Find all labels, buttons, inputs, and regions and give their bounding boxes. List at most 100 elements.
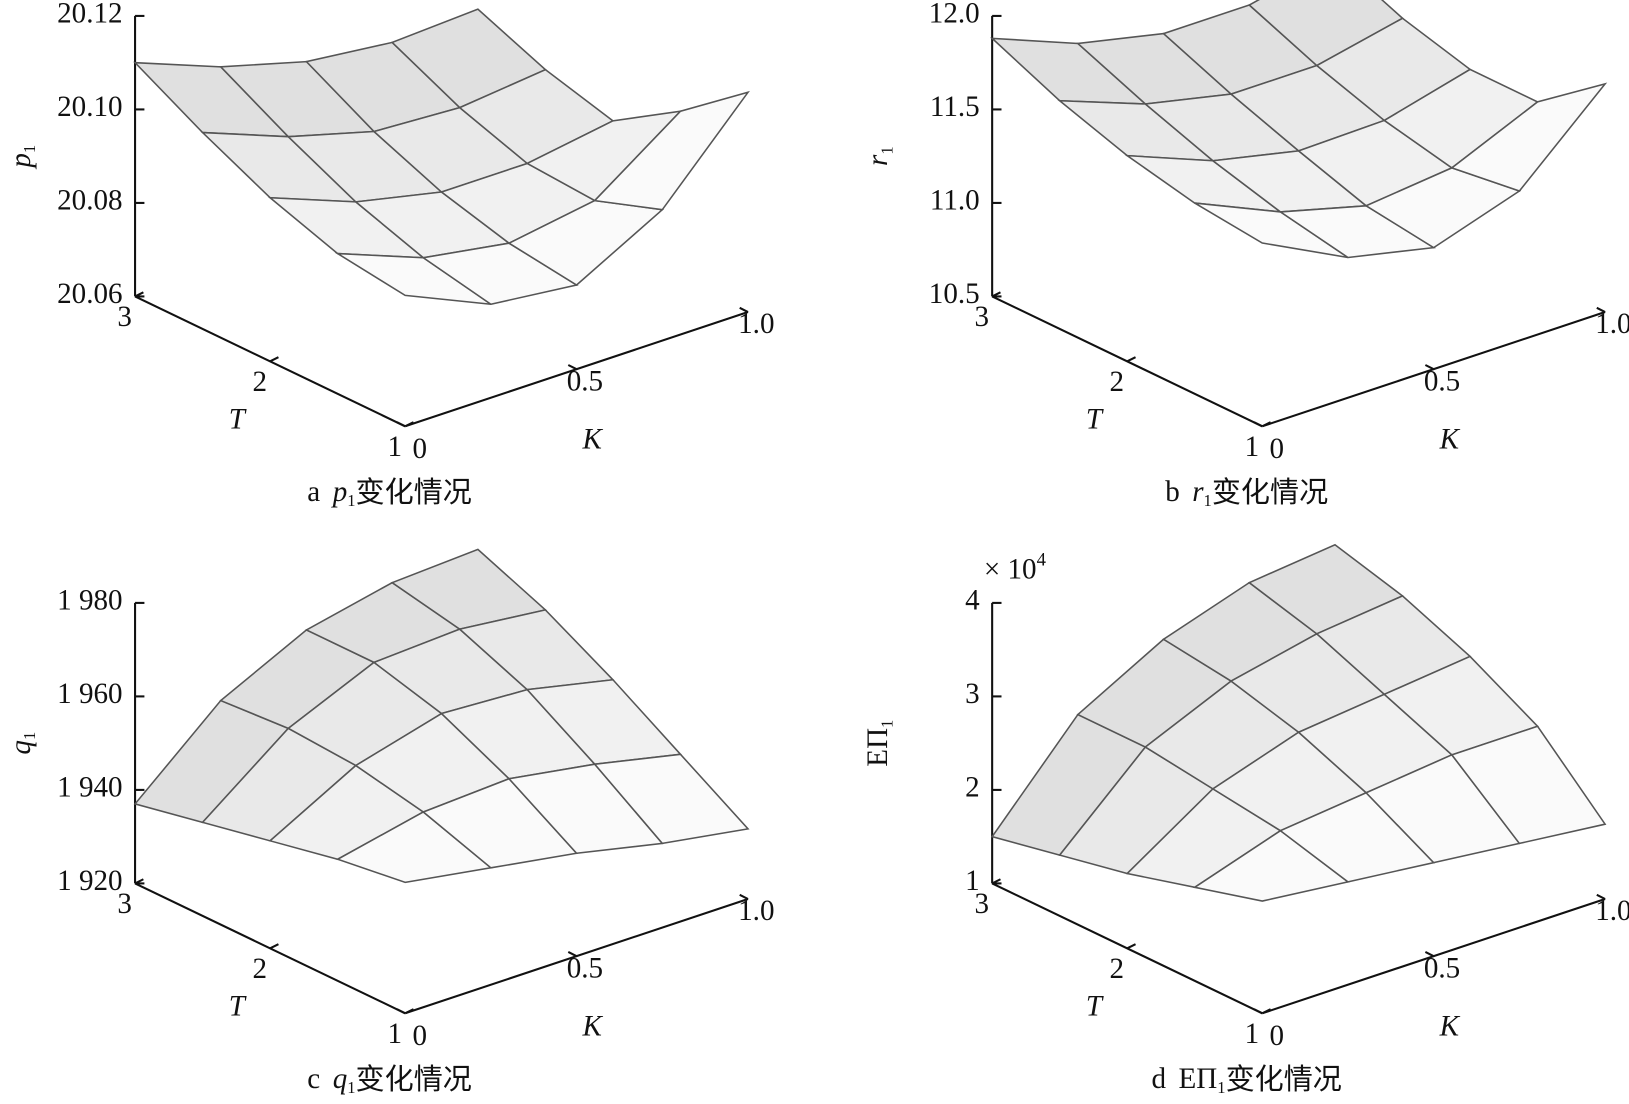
k-tick-label: 0 <box>412 433 427 465</box>
k-tick <box>739 893 749 900</box>
z-label-symbol: r <box>862 154 894 166</box>
caption: d EΠ1变化情况 <box>1151 1062 1341 1097</box>
k-tick-label: 0.5 <box>567 365 603 397</box>
t-tick-label: 1 <box>1245 1018 1260 1050</box>
z-tick-label: 12.0 <box>929 0 980 30</box>
k-tick <box>1424 951 1435 958</box>
caption-text: 变化情况 <box>1226 1062 1342 1096</box>
t-tick-label: 3 <box>974 301 989 333</box>
z-tick-label: 2 <box>965 772 980 804</box>
k-tick-label: 0 <box>1270 1020 1285 1052</box>
k-tick <box>1253 421 1263 428</box>
caption-subscript: 1 <box>347 491 355 510</box>
z-tick-label: 11.0 <box>930 185 980 217</box>
t-tick <box>404 421 414 428</box>
t-tick-label: 1 <box>1245 431 1260 463</box>
t-axis <box>991 882 1263 1015</box>
z-label-subscript: 1 <box>20 145 39 153</box>
caption-subscript: 1 <box>347 1078 355 1097</box>
t-tick-label: 3 <box>117 301 132 333</box>
t-tick <box>1261 421 1272 428</box>
z-tick-label: 20.06 <box>57 278 122 310</box>
t-tick <box>134 878 144 885</box>
k-tick <box>1596 893 1606 900</box>
k-axis-label: K <box>581 1011 603 1043</box>
k-tick <box>1253 1008 1263 1015</box>
caption-text: 变化情况 <box>1212 475 1328 509</box>
t-tick <box>1261 1008 1272 1015</box>
k-tick-label: 1.0 <box>1595 308 1629 340</box>
t-axis-label: T <box>229 403 247 435</box>
t-tick <box>134 291 144 298</box>
k-axis-label: K <box>581 424 603 456</box>
multiplier-exponent: 4 <box>1037 550 1047 571</box>
z-label-symbol: EΠ <box>862 728 894 767</box>
k-tick-label: 0.5 <box>567 952 603 984</box>
k-tick-label: 0 <box>1270 433 1285 465</box>
z-label-subscript: 1 <box>877 720 896 728</box>
t-tick-label: 2 <box>252 953 267 985</box>
k-tick <box>1424 364 1435 371</box>
k-tick <box>1596 306 1606 313</box>
k-tick-label: 0.5 <box>1424 952 1460 984</box>
k-tick <box>396 421 406 428</box>
t-tick <box>1126 356 1136 363</box>
caption-symbol: q <box>333 1062 348 1094</box>
z-label-symbol: q <box>5 740 37 755</box>
caption-text: 变化情况 <box>356 475 472 509</box>
k-tick-label: 1.0 <box>738 895 774 927</box>
z-tick-label: 1 <box>965 865 980 897</box>
t-tick <box>269 943 279 950</box>
t-tick-label: 2 <box>1110 953 1125 985</box>
k-tick-label: 1.0 <box>738 308 774 340</box>
k-tick-label: 0.5 <box>1424 365 1460 397</box>
k-axis-label: K <box>1439 424 1461 456</box>
z-axis-label: EΠ1 <box>862 720 896 767</box>
k-tick <box>739 306 749 313</box>
surface-cell <box>1450 82 1608 192</box>
z-tick-label: 11.5 <box>930 91 980 123</box>
caption-letter: b <box>1165 475 1180 507</box>
caption-letter: d <box>1151 1062 1166 1094</box>
caption-subscript: 1 <box>1217 1078 1225 1097</box>
t-axis-label: T <box>1086 990 1104 1022</box>
z-axis-label: r1 <box>862 146 896 166</box>
z-tick-label: 1 980 <box>57 585 122 617</box>
caption-symbol: r <box>1192 475 1204 507</box>
t-tick <box>404 1008 414 1015</box>
t-axis-label: T <box>229 990 247 1022</box>
multiplier: × 104 <box>984 550 1047 586</box>
t-tick <box>269 356 279 363</box>
z-tick-label: 20.12 <box>57 0 122 30</box>
caption-symbol: p <box>331 475 348 507</box>
caption-subscript: 1 <box>1204 491 1212 510</box>
t-tick-label: 1 <box>388 1018 403 1050</box>
k-tick <box>396 1008 406 1015</box>
z-tick-label: 1 940 <box>57 772 122 804</box>
t-tick-label: 3 <box>974 888 989 920</box>
caption-symbol: EΠ <box>1178 1062 1217 1094</box>
t-tick-label: 2 <box>252 366 267 398</box>
multiplier-text: × 10 <box>984 553 1037 585</box>
surface-cell <box>1450 725 1607 845</box>
z-tick-label: 3 <box>965 678 980 710</box>
k-axis-label: K <box>1439 1011 1461 1043</box>
t-tick-label: 1 <box>388 431 403 463</box>
t-tick-label: 2 <box>1110 366 1125 398</box>
k-tick-label: 0 <box>412 1020 427 1052</box>
caption: a p1变化情况 <box>307 475 472 510</box>
z-label-symbol: p <box>5 153 37 170</box>
caption-letter: c <box>307 1062 320 1094</box>
k-tick-label: 1.0 <box>1595 895 1629 927</box>
caption: c q1变化情况 <box>307 1062 472 1097</box>
k-tick <box>567 364 578 371</box>
caption-text: 变化情况 <box>356 1062 472 1096</box>
z-label-subscript: 1 <box>877 146 896 154</box>
t-axis-label: T <box>1086 403 1104 435</box>
